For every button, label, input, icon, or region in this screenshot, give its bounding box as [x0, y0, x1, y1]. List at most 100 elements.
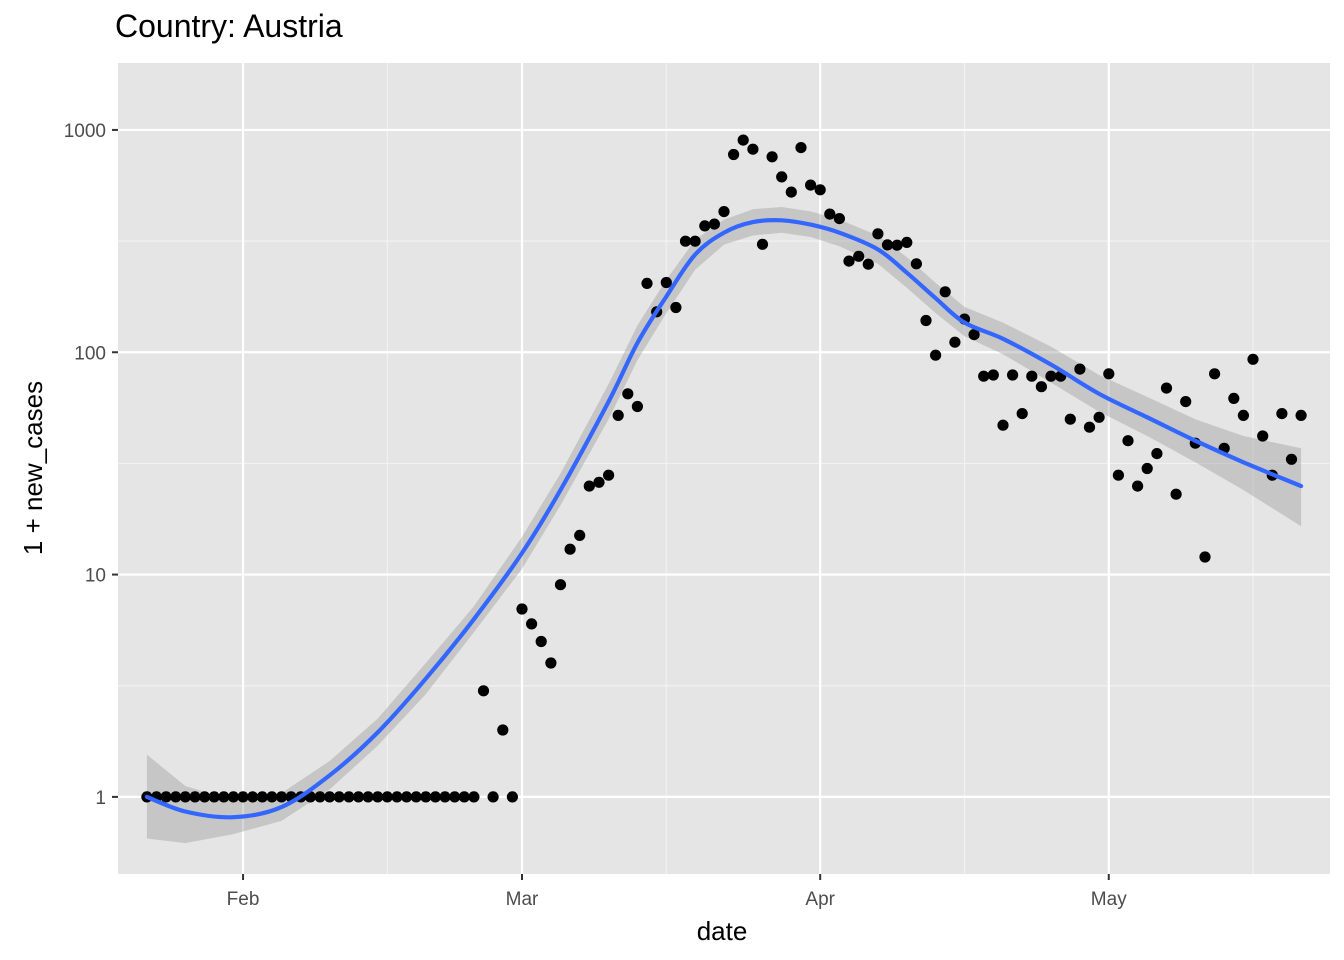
data-point: [901, 236, 913, 248]
data-point: [679, 235, 692, 247]
data-point: [939, 286, 951, 298]
data-point: [189, 791, 201, 803]
data-point: [545, 657, 557, 669]
data-point: [487, 791, 499, 803]
data-point: [1247, 353, 1259, 365]
data-point: [1276, 408, 1288, 420]
data-point: [670, 301, 682, 314]
data-point: [1170, 488, 1182, 500]
data-point: [968, 329, 980, 341]
data-point: [352, 791, 365, 803]
data-point: [593, 476, 605, 488]
data-point: [805, 179, 817, 191]
x-tick-label: Feb: [227, 889, 260, 910]
data-point: [516, 603, 528, 615]
x-tick-label: May: [1091, 889, 1127, 910]
data-point: [1112, 469, 1124, 481]
data-point: [574, 529, 586, 542]
data-point: [987, 369, 999, 381]
y-axis-title: 1 + new_cases: [18, 381, 48, 555]
minor-gridlines: [118, 63, 1330, 874]
data-point: [699, 220, 711, 232]
data-point: [324, 791, 336, 803]
data-point: [997, 419, 1009, 431]
data-point: [930, 349, 942, 361]
data-point: [275, 791, 288, 803]
data-point: [218, 791, 230, 803]
data-point: [708, 218, 721, 230]
data-point: [785, 186, 797, 198]
data-point: [439, 791, 451, 803]
data-point: [1151, 448, 1163, 460]
chart-title: Country: Austria: [115, 8, 343, 44]
major-gridlines: [118, 63, 1330, 874]
data-point: [410, 791, 422, 803]
axes: Feb Mar Apr May 1 10 100 1000: [64, 121, 1127, 910]
data-point: [535, 635, 547, 648]
data-point: [872, 228, 884, 240]
data-point: [824, 208, 836, 220]
data-point: [1122, 435, 1134, 447]
data-point: [1295, 409, 1307, 421]
data-point: [766, 151, 778, 163]
data-point: [881, 239, 894, 251]
data-point: [468, 791, 480, 803]
data-point: [247, 791, 259, 803]
data-point: [526, 618, 538, 630]
data-point: [949, 336, 961, 348]
data-point: [641, 277, 653, 289]
data-point: [372, 791, 384, 803]
data-point: [603, 469, 615, 481]
y-tick-label: 1000: [64, 121, 106, 142]
data-point: [227, 791, 239, 803]
data-point: [756, 238, 769, 250]
data-point: [1228, 392, 1240, 404]
data-point: [1093, 411, 1105, 423]
data-point: [1016, 408, 1028, 420]
data-point: [506, 791, 518, 803]
data-point: [891, 239, 903, 251]
data-point: [333, 791, 345, 803]
data-point: [343, 791, 355, 803]
data-point: [1035, 381, 1047, 393]
data-point: [776, 171, 788, 183]
y-tick-label: 100: [74, 343, 106, 364]
data-point: [853, 250, 865, 262]
data-point: [583, 480, 595, 492]
data-point: [237, 791, 249, 803]
data-point: [1285, 453, 1298, 465]
data-point: [660, 276, 672, 289]
data-point: [814, 184, 826, 196]
data-point: [1007, 369, 1019, 381]
data-point: [1026, 370, 1038, 382]
data-point: [1180, 396, 1192, 408]
data-points: [141, 134, 1307, 803]
data-point: [737, 134, 749, 146]
data-point: [689, 235, 701, 247]
data-point: [362, 791, 374, 803]
data-point: [728, 148, 740, 161]
data-point: [266, 791, 278, 803]
data-point: [179, 791, 191, 803]
data-point: [199, 791, 211, 803]
data-point: [1083, 421, 1096, 433]
data-point: [381, 791, 393, 803]
data-point: [391, 791, 403, 803]
plot-panel: [118, 63, 1330, 874]
x-tick-label: Mar: [506, 889, 539, 910]
data-point: [420, 791, 432, 803]
data-point: [622, 388, 634, 400]
data-point: [314, 791, 326, 803]
data-point: [718, 206, 730, 218]
data-point: [458, 791, 470, 803]
data-point: [497, 724, 509, 736]
data-point: [747, 143, 759, 155]
data-point: [1074, 363, 1086, 375]
data-point: [170, 791, 182, 803]
data-point: [1045, 370, 1057, 382]
x-axis-title: date: [697, 916, 748, 946]
data-point: [843, 255, 855, 267]
x-tick-label: Apr: [805, 889, 835, 910]
data-point: [160, 791, 172, 803]
